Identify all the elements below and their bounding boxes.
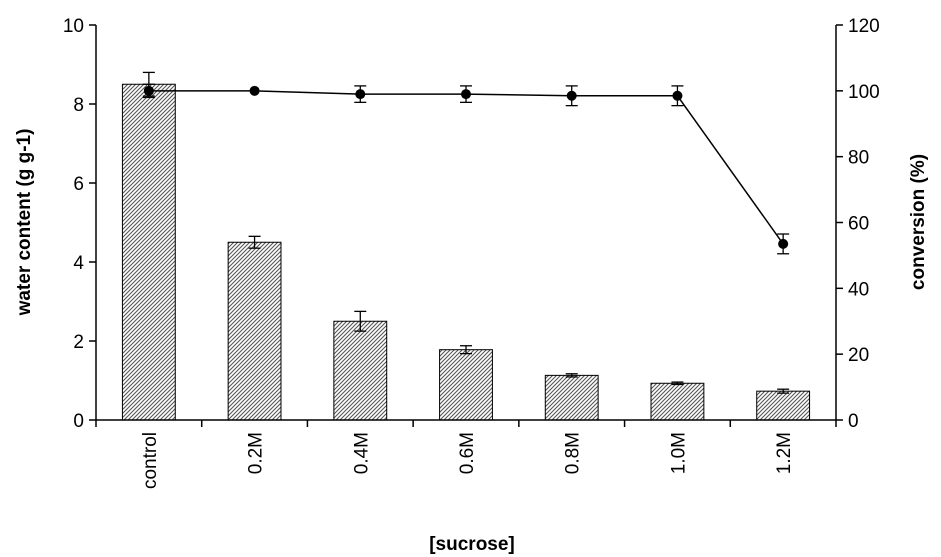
x-tick-label: 0.2M bbox=[246, 432, 267, 474]
conversion-point bbox=[566, 90, 577, 101]
bar bbox=[756, 390, 811, 421]
y-tick-label: 0 bbox=[73, 411, 84, 432]
y-tick-label: 2 bbox=[73, 332, 84, 353]
conversion-line-layer bbox=[142, 83, 790, 255]
bars-layer bbox=[121, 83, 811, 421]
y-tick-label: 6 bbox=[73, 174, 84, 195]
y2-tick-label: 60 bbox=[848, 214, 869, 235]
bar bbox=[333, 320, 388, 421]
text-layer: water content (g g-1) conversion (%) [su… bbox=[14, 16, 929, 555]
conversion-point bbox=[355, 89, 366, 100]
y-tick-label: 10 bbox=[63, 16, 84, 37]
y-tick-label: 8 bbox=[73, 95, 84, 116]
conversion-line bbox=[148, 90, 784, 245]
y2-tick-label: 40 bbox=[848, 279, 869, 300]
x-tick-label: 1.2M bbox=[774, 432, 795, 474]
conversion-point bbox=[672, 90, 683, 101]
bar-errorbars-layer bbox=[142, 71, 790, 394]
bar bbox=[439, 349, 493, 421]
y-tick-label: 4 bbox=[73, 253, 84, 274]
y-axis-title: water content (g g-1) bbox=[14, 129, 35, 317]
y2-axis-title: conversion (%) bbox=[908, 154, 929, 290]
x-tick-label: 1.0M bbox=[668, 432, 689, 474]
x-axis-title: [sucrose] bbox=[429, 534, 515, 555]
x-tick-label: 0.8M bbox=[563, 432, 584, 474]
bar bbox=[227, 241, 282, 421]
conversion-point bbox=[778, 238, 789, 249]
y2-tick-label: 20 bbox=[848, 345, 869, 366]
x-tick-label: control bbox=[140, 432, 161, 489]
x-tick-label: 0.4M bbox=[351, 432, 372, 474]
conversion-point bbox=[461, 89, 471, 100]
y2-tick-label: 80 bbox=[848, 148, 869, 169]
y2-tick-label: 100 bbox=[848, 82, 880, 103]
conversion-point bbox=[249, 85, 260, 96]
bar bbox=[121, 83, 176, 421]
conversion-point bbox=[143, 85, 154, 96]
y2-tick-label: 0 bbox=[848, 411, 859, 432]
y2-tick-label: 120 bbox=[848, 16, 880, 37]
bar bbox=[650, 382, 705, 421]
axes-layer bbox=[89, 24, 843, 427]
x-tick-label: 0.6M bbox=[457, 432, 478, 474]
bar bbox=[544, 374, 599, 421]
